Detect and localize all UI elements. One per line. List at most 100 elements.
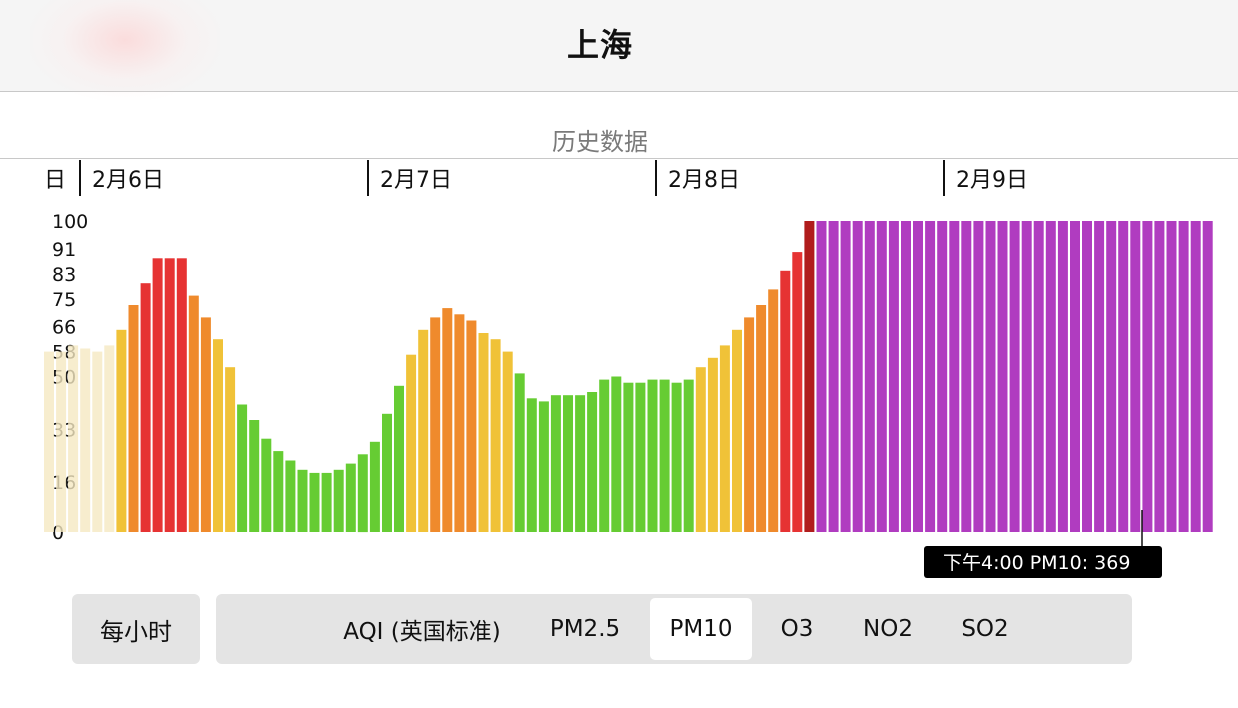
chart-bar[interactable] — [901, 221, 911, 532]
tab-o3[interactable]: O3 — [780, 616, 814, 642]
chart-bar[interactable] — [369, 441, 380, 532]
chart-bar[interactable] — [804, 221, 815, 532]
chart-bar[interactable] — [406, 354, 417, 532]
chart-bar[interactable] — [1057, 221, 1068, 532]
chart-bar[interactable] — [104, 345, 115, 532]
chart-bar[interactable] — [200, 317, 211, 532]
chart-bar[interactable] — [780, 270, 791, 532]
chart-bar[interactable] — [80, 348, 91, 533]
chart-bar[interactable] — [92, 351, 103, 532]
chart-bar[interactable] — [683, 379, 694, 532]
chart-bar[interactable] — [1130, 221, 1141, 532]
chart-bar[interactable] — [719, 345, 730, 532]
history-chart[interactable]: 日2月6日2月7日2月8日2月9日01633505866758391100下午4… — [0, 160, 1238, 585]
chart-bar[interactable] — [1094, 221, 1105, 532]
chart-bar[interactable] — [309, 472, 320, 532]
chart-bar[interactable] — [297, 469, 308, 532]
chart-bar[interactable] — [1082, 221, 1092, 532]
chart-bar[interactable] — [237, 404, 248, 533]
chart-bar[interactable] — [876, 221, 887, 532]
chart-bar[interactable] — [937, 221, 948, 532]
chart-bar[interactable] — [44, 351, 54, 532]
chart-bar[interactable] — [925, 221, 936, 532]
chart-bar[interactable] — [188, 295, 199, 532]
chart-bar[interactable] — [454, 314, 465, 532]
chart-bar[interactable] — [478, 333, 489, 532]
chart-bar[interactable] — [985, 221, 996, 532]
chart-bar[interactable] — [623, 382, 634, 532]
tab-so2[interactable]: SO2 — [961, 616, 1009, 642]
tab-no2[interactable]: NO2 — [863, 616, 913, 642]
chart-bar[interactable] — [1142, 221, 1153, 532]
chart-bar[interactable] — [1178, 221, 1189, 532]
chart-bar[interactable] — [164, 258, 175, 532]
chart-bar[interactable] — [249, 420, 260, 532]
chart-bar[interactable] — [1166, 221, 1177, 532]
tab-aqi[interactable]: AQI (英国标准) — [343, 619, 501, 645]
chart-bar[interactable] — [1045, 221, 1056, 532]
hourly-button[interactable]: 每小时 — [72, 594, 200, 664]
chart-bar[interactable] — [116, 329, 127, 532]
chart-bar[interactable] — [816, 221, 827, 532]
chart-bar[interactable] — [1202, 221, 1213, 532]
chart-bar[interactable] — [430, 317, 441, 532]
chart-bar[interactable] — [514, 373, 525, 532]
chart-bar[interactable] — [888, 221, 899, 532]
chart-bar[interactable] — [382, 413, 392, 532]
chart-bar[interactable] — [852, 221, 863, 532]
chart-bar[interactable] — [442, 308, 453, 532]
chart-bar[interactable] — [671, 382, 682, 532]
chart-bar[interactable] — [828, 221, 839, 532]
chart-bar[interactable] — [321, 472, 332, 532]
chart-bar[interactable] — [550, 395, 561, 532]
chart-bar[interactable] — [997, 221, 1008, 532]
chart-bar[interactable] — [68, 345, 79, 532]
chart-bar[interactable] — [707, 357, 718, 532]
chart-bar[interactable] — [261, 438, 272, 532]
pollutant-segmented-control[interactable]: AQI (英国标准) PM2.5 PM10 O3 NO2 SO2 — [216, 594, 1132, 664]
chart-bar[interactable] — [563, 395, 573, 532]
chart-bar[interactable] — [56, 351, 67, 532]
chart-bar[interactable] — [345, 463, 356, 532]
chart-bar[interactable] — [273, 451, 284, 532]
chart-bar[interactable] — [1106, 221, 1117, 532]
chart-bar[interactable] — [961, 221, 972, 532]
chart-bar[interactable] — [357, 454, 368, 533]
chart-bar[interactable] — [333, 469, 344, 532]
chart-bar[interactable] — [913, 221, 923, 532]
chart-bar[interactable] — [949, 221, 960, 532]
chart-bar[interactable] — [394, 385, 404, 532]
chart-bar[interactable] — [502, 351, 513, 532]
chart-bar[interactable] — [152, 258, 163, 532]
chart-bar[interactable] — [599, 379, 610, 532]
chart-bar[interactable] — [792, 252, 803, 532]
chart-bar[interactable] — [864, 221, 875, 532]
chart-bar[interactable] — [659, 379, 670, 532]
chart-bar[interactable] — [587, 392, 598, 532]
chart-bar[interactable] — [176, 258, 187, 532]
chart-bar[interactable] — [213, 339, 223, 532]
chart-bar[interactable] — [768, 289, 779, 532]
chart-bar[interactable] — [490, 339, 501, 532]
chart-bar[interactable] — [1070, 221, 1080, 532]
chart-bar[interactable] — [1190, 221, 1201, 532]
chart-bar[interactable] — [611, 376, 622, 533]
chart-bar[interactable] — [973, 221, 984, 532]
chart-bar[interactable] — [840, 221, 851, 532]
chart-bar[interactable] — [538, 401, 549, 532]
tab-pm25[interactable]: PM2.5 — [549, 616, 621, 642]
chart-bar[interactable] — [128, 305, 139, 532]
chart-bar[interactable] — [1033, 221, 1044, 532]
chart-bar[interactable] — [1009, 221, 1020, 532]
chart-bar[interactable] — [418, 329, 429, 532]
chart-bar[interactable] — [285, 460, 296, 533]
chart-bar[interactable] — [575, 395, 586, 532]
chart-bar[interactable] — [1021, 221, 1032, 532]
chart-bar[interactable] — [756, 305, 767, 532]
chart-bar[interactable] — [140, 283, 151, 532]
chart-bar[interactable] — [1154, 221, 1165, 532]
chart-bar[interactable] — [695, 367, 706, 532]
chart-bar[interactable] — [744, 317, 755, 532]
chart-bar[interactable] — [225, 367, 236, 532]
chart-bar[interactable] — [647, 379, 658, 532]
